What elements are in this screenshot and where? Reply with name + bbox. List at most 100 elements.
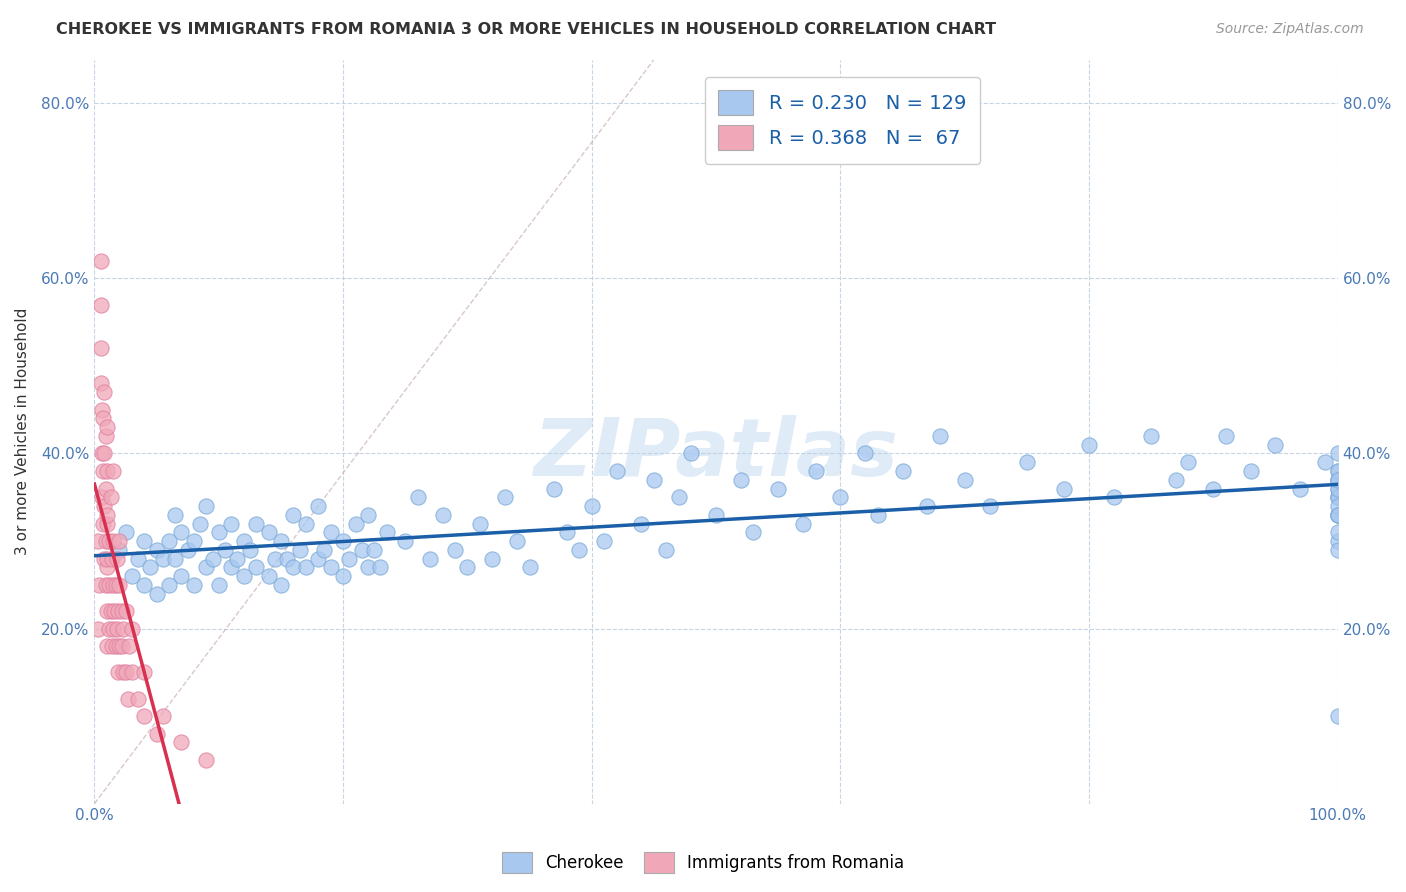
- Point: [730, 473, 752, 487]
- Point: [93, 385, 115, 400]
- Point: [555, 525, 578, 540]
- Point: [1326, 508, 1348, 522]
- Point: [157, 578, 180, 592]
- Point: [101, 464, 124, 478]
- Point: [134, 578, 156, 592]
- Point: [105, 551, 128, 566]
- Point: [257, 569, 280, 583]
- Point: [87, 622, 110, 636]
- Point: [93, 446, 115, 460]
- Point: [195, 560, 218, 574]
- Point: [108, 578, 131, 592]
- Point: [93, 551, 115, 566]
- Point: [1326, 542, 1348, 557]
- Point: [468, 516, 491, 531]
- Point: [134, 665, 156, 680]
- Point: [481, 551, 503, 566]
- Point: [742, 525, 765, 540]
- Point: [94, 482, 117, 496]
- Point: [456, 560, 478, 574]
- Point: [263, 551, 285, 566]
- Point: [1326, 482, 1348, 496]
- Point: [1326, 464, 1348, 478]
- Point: [139, 560, 162, 574]
- Point: [90, 490, 112, 504]
- Point: [134, 534, 156, 549]
- Point: [177, 542, 200, 557]
- Y-axis label: 3 or more Vehicles in Household: 3 or more Vehicles in Household: [15, 308, 30, 556]
- Point: [1326, 525, 1348, 540]
- Point: [1326, 490, 1348, 504]
- Point: [283, 560, 305, 574]
- Point: [101, 551, 124, 566]
- Point: [891, 464, 914, 478]
- Point: [319, 560, 342, 574]
- Point: [121, 665, 143, 680]
- Point: [288, 542, 311, 557]
- Point: [89, 578, 111, 592]
- Point: [1140, 429, 1163, 443]
- Point: [357, 508, 380, 522]
- Point: [283, 508, 305, 522]
- Point: [1326, 508, 1348, 522]
- Point: [1289, 482, 1312, 496]
- Point: [111, 604, 134, 618]
- Point: [98, 622, 121, 636]
- Point: [170, 569, 193, 583]
- Point: [319, 525, 342, 540]
- Point: [183, 578, 205, 592]
- Point: [1164, 473, 1187, 487]
- Point: [1326, 534, 1348, 549]
- Point: [94, 578, 117, 592]
- Point: [655, 542, 678, 557]
- Point: [111, 639, 134, 653]
- Point: [1239, 464, 1261, 478]
- Point: [118, 639, 141, 653]
- Point: [145, 586, 167, 600]
- Point: [87, 534, 110, 549]
- Point: [1326, 508, 1348, 522]
- Point: [127, 691, 149, 706]
- Point: [90, 298, 112, 312]
- Point: [332, 569, 354, 583]
- Point: [1326, 709, 1348, 723]
- Legend: R = 0.230   N = 129, R = 0.368   N =  67: R = 0.230 N = 129, R = 0.368 N = 67: [704, 77, 980, 163]
- Point: [245, 516, 267, 531]
- Point: [853, 446, 876, 460]
- Point: [195, 499, 218, 513]
- Point: [792, 516, 814, 531]
- Point: [101, 639, 124, 653]
- Point: [766, 482, 789, 496]
- Point: [117, 691, 139, 706]
- Point: [157, 534, 180, 549]
- Point: [419, 551, 441, 566]
- Point: [96, 516, 118, 531]
- Point: [979, 499, 1001, 513]
- Point: [1078, 438, 1101, 452]
- Point: [606, 464, 628, 478]
- Point: [506, 534, 529, 549]
- Point: [432, 508, 454, 522]
- Point: [344, 516, 367, 531]
- Point: [145, 542, 167, 557]
- Point: [1202, 482, 1225, 496]
- Point: [704, 508, 727, 522]
- Point: [219, 516, 242, 531]
- Point: [363, 542, 385, 557]
- Point: [195, 753, 218, 767]
- Point: [593, 534, 616, 549]
- Point: [543, 482, 565, 496]
- Point: [917, 499, 939, 513]
- Point: [1326, 508, 1348, 522]
- Text: Source: ZipAtlas.com: Source: ZipAtlas.com: [1216, 22, 1364, 37]
- Point: [257, 525, 280, 540]
- Point: [183, 534, 205, 549]
- Point: [101, 578, 124, 592]
- Point: [1264, 438, 1286, 452]
- Point: [1015, 455, 1038, 469]
- Point: [100, 490, 122, 504]
- Point: [108, 639, 131, 653]
- Point: [337, 551, 360, 566]
- Point: [406, 490, 429, 504]
- Point: [314, 542, 336, 557]
